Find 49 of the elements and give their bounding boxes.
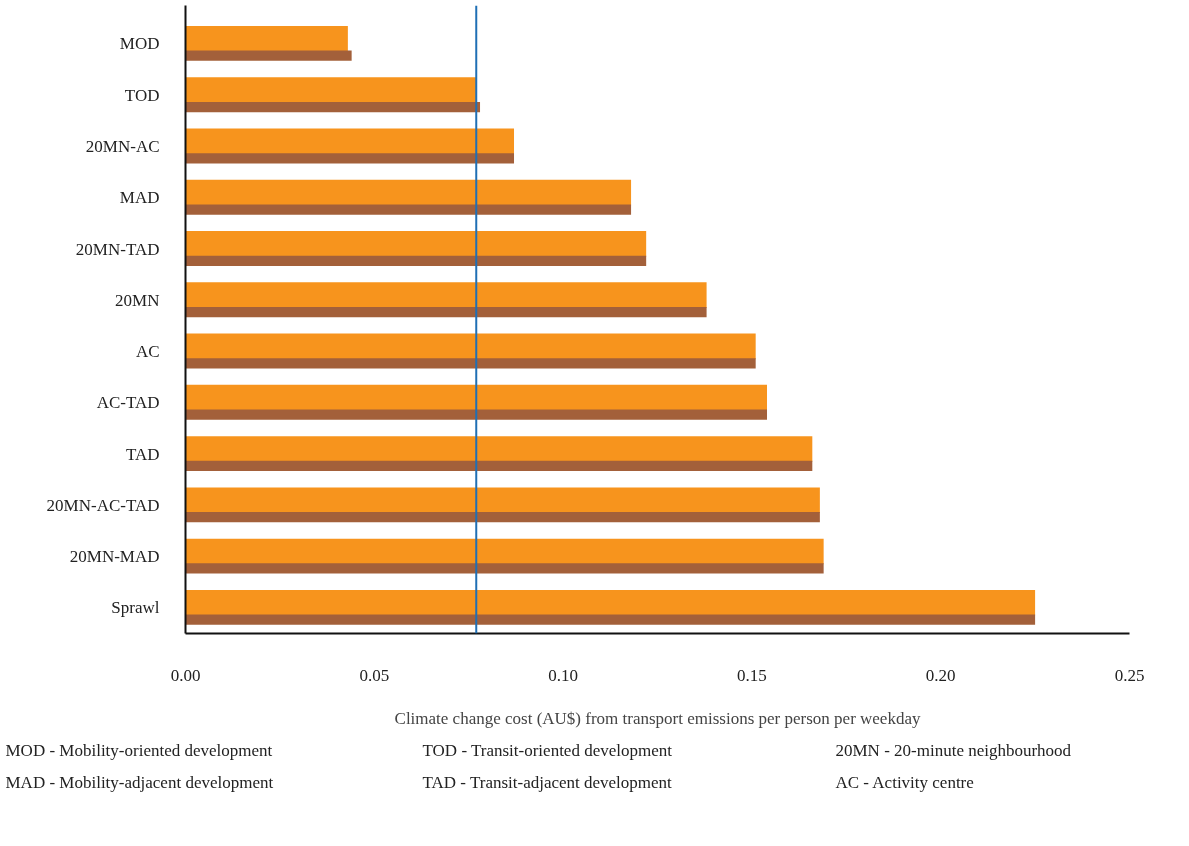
bar xyxy=(185,589,1036,616)
y-tick-label: TAD xyxy=(125,444,160,464)
y-tick-label: Sprawl xyxy=(111,598,160,618)
bar xyxy=(185,614,1036,625)
text: MAD - Mobility-adjacent development xyxy=(5,773,274,792)
bar xyxy=(185,563,824,574)
y-tick-label: 20MN-AC xyxy=(85,136,160,156)
text: TOD - Transit-oriented development xyxy=(422,741,673,760)
y-tick-label: 20MN-MAD xyxy=(69,547,160,567)
bar xyxy=(185,282,707,308)
bar xyxy=(185,128,515,155)
bar xyxy=(185,101,481,113)
x-tick-label: 0.20 xyxy=(925,665,956,685)
bar xyxy=(185,436,813,462)
text: MOD - Mobility-oriented development xyxy=(5,741,273,760)
x-axis-title: Climate change cost (AU$) from transport emissions per person per weekday xyxy=(394,708,921,728)
text: AC - Activity centre xyxy=(835,773,974,792)
y-tick-label: MAD xyxy=(119,188,160,208)
x-tick-label: 0.10 xyxy=(548,665,578,685)
bar xyxy=(185,384,767,411)
x-tick-label: 0.15 xyxy=(737,665,767,685)
x-tick-label: 0.00 xyxy=(170,665,201,685)
y-tick-label: 20MN xyxy=(115,290,160,310)
bar xyxy=(185,179,632,206)
bar xyxy=(185,512,820,523)
y-tick-label: TOD xyxy=(124,85,160,105)
bar xyxy=(185,487,820,514)
y-tick-label: 20MN-AC-TAD xyxy=(46,495,160,515)
y-tick-label: AC xyxy=(135,342,160,362)
bar xyxy=(185,460,813,471)
bar xyxy=(185,231,647,257)
bar xyxy=(185,306,707,318)
y-tick-label: MOD xyxy=(119,34,160,54)
bar xyxy=(185,255,647,266)
x-tick-label: 0.25 xyxy=(1114,665,1145,685)
bar xyxy=(185,204,632,215)
y-tick-label: AC-TAD xyxy=(96,393,160,413)
bar xyxy=(185,77,477,103)
bar xyxy=(185,333,756,360)
bar xyxy=(185,358,756,369)
text: TAD - Transit-adjacent development xyxy=(422,773,673,792)
bar xyxy=(185,26,348,52)
x-tick-label: 0.05 xyxy=(359,665,390,685)
bar xyxy=(185,153,515,164)
bar xyxy=(185,538,824,565)
bar xyxy=(185,50,352,61)
y-tick-label: 20MN-TAD xyxy=(75,239,160,259)
text: 20MN - 20-minute neighbourhood xyxy=(835,741,1072,760)
bar xyxy=(185,409,767,420)
